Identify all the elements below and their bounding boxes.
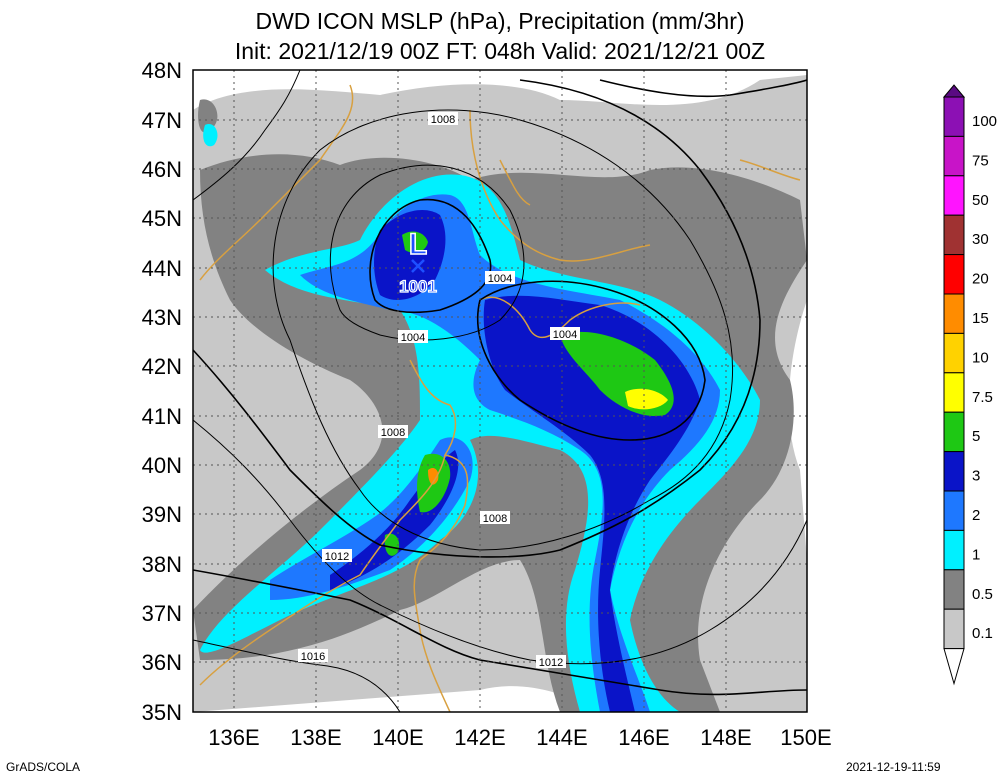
colorbar: 100 75 50 30 20 15 10 7.5 5 3 2 1 0.5 0.1 (942, 84, 997, 686)
colorbar-label: 20 (972, 271, 989, 288)
colorbar-swatch (943, 254, 965, 295)
lat-label: 37N (142, 601, 182, 626)
map-area: 1008 1004 1004 1004 1008 1008 1012 1012 … (193, 70, 807, 712)
colorbar-swatch (943, 332, 965, 374)
colorbar-swatch (943, 96, 965, 137)
isobar-label: 1012 (539, 657, 563, 669)
colorbar-label: 50 (972, 192, 989, 209)
lon-label: 138E (290, 725, 341, 750)
colorbar-label: 7.5 (972, 389, 993, 406)
colorbar-swatch (943, 569, 965, 610)
colorbar-label: 2 (972, 507, 980, 524)
isobar-label: 1016 (301, 651, 325, 663)
lon-label: 142E (454, 725, 505, 750)
lat-label: 48N (142, 58, 182, 83)
colorbar-swatch (943, 214, 965, 256)
colorbar-label: 30 (972, 231, 989, 248)
isobar-label: 1012 (325, 551, 349, 563)
lat-label: 46N (142, 157, 182, 182)
precip-7.5 (625, 388, 668, 410)
low-pressure-center: L 1001 (398, 227, 437, 296)
low-symbol: L (409, 228, 427, 261)
isobar-label: 1008 (431, 114, 455, 126)
map-frame (192, 69, 808, 713)
grid (193, 70, 807, 712)
colorbar-swatch (943, 529, 965, 571)
colorbar-label: 0.1 (972, 625, 993, 642)
lon-label: 136E (208, 725, 259, 750)
footer-left: GrADS/COLA (6, 760, 81, 774)
colorbar-swatch (943, 451, 965, 492)
colorbar-cap-top (942, 84, 966, 98)
lon-label: 148E (700, 725, 751, 750)
colorbar-label: 3 (972, 468, 980, 485)
colorbar-label: 1 (972, 546, 980, 563)
footer-right: 2021-12-19-11:59 (846, 760, 941, 774)
lat-label: 40N (142, 453, 182, 478)
isobar-label: 1004 (553, 329, 577, 341)
lon-label: 144E (536, 725, 587, 750)
lat-label: 44N (142, 256, 182, 281)
isobar-label: 1008 (483, 513, 507, 525)
colorbar-swatch (943, 293, 965, 334)
precip-10 (428, 468, 439, 485)
lat-label: 36N (142, 650, 182, 675)
lat-label: 47N (142, 108, 182, 133)
chart-subtitle: Init: 2021/12/19 00Z FT: 048h Valid: 202… (234, 38, 766, 64)
lat-label: 41N (142, 404, 182, 429)
colorbar-label: 100 (972, 113, 997, 130)
colorbar-swatch (943, 135, 965, 177)
lat-label: 45N (142, 206, 182, 231)
lon-label: 140E (372, 725, 423, 750)
colorbar-label: 10 (972, 349, 989, 366)
lat-label: 43N (142, 305, 182, 330)
lat-label: 38N (142, 552, 182, 577)
colorbar-swatch (943, 411, 965, 453)
colorbar-label: 0.5 (972, 586, 993, 603)
chart-title: DWD ICON MSLP (hPa), Precipitation (mm/3… (255, 8, 745, 34)
colorbar-swatch (943, 175, 965, 216)
colorbar-label: 15 (972, 310, 989, 327)
lat-label: 39N (142, 502, 182, 527)
colorbar-cap-bottom (943, 648, 965, 686)
colorbar-swatch (943, 372, 965, 413)
colorbar-swatch (943, 490, 965, 531)
colorbar-label: 5 (972, 428, 980, 445)
lon-label: 150E (780, 725, 831, 750)
colorbar-label: 75 (972, 152, 989, 169)
isobars (193, 70, 807, 712)
lat-label: 42N (142, 354, 182, 379)
colorbar-swatch (943, 608, 965, 650)
isobar-label: 1004 (401, 332, 425, 344)
lat-label: 35N (142, 700, 182, 725)
lon-label: 146E (618, 725, 669, 750)
low-pressure-value: 1001 (399, 277, 437, 296)
coastlines (199, 84, 801, 712)
isobar-label: 1008 (381, 427, 405, 439)
isobar-label: 1004 (488, 273, 512, 285)
